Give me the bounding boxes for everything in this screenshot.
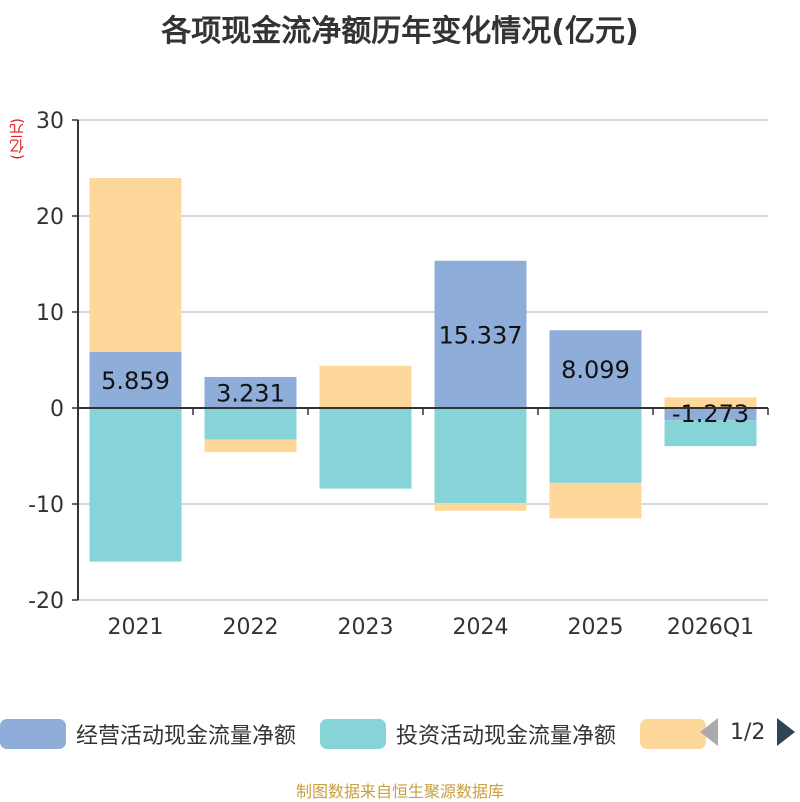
legend-item-operating[interactable]: 经营活动现金流量净额: [0, 716, 296, 752]
legend-pager: 1/2: [700, 718, 796, 746]
y-tick-label: -20: [28, 589, 64, 614]
data-label-2024: 15.337: [439, 321, 523, 349]
y-tick-label: 10: [36, 301, 64, 326]
bar-operating-2021: [89, 351, 182, 408]
legend-prev-page-icon[interactable]: [700, 718, 718, 746]
bar-financing-2022: [204, 439, 297, 453]
data-source-note: 制图数据来自恒生聚源数据库: [295, 782, 504, 801]
y-tick-label: 0: [50, 397, 64, 422]
x-tick-label: 2025: [568, 615, 624, 640]
bar-investing-2026Q1: [664, 420, 757, 447]
legend: 经营活动现金流量净额 投资活动现金流量净额: [0, 716, 800, 756]
bar-investing-2022: [204, 408, 297, 440]
x-tick-label: 2024: [453, 615, 509, 640]
bar-investing-2024: [434, 408, 527, 504]
legend-swatch-investing: [320, 719, 386, 749]
x-tick-label: 2026Q1: [667, 615, 754, 640]
bar-operating-2024: [434, 260, 527, 408]
legend-label-investing: 投资活动现金流量净额: [396, 724, 617, 749]
bar-financing-2026Q1: [664, 397, 757, 408]
data-label-2025: 8.099: [561, 356, 630, 384]
data-label-2022: 3.231: [216, 379, 285, 407]
bar-financing-2024: [434, 503, 527, 511]
bar-operating-2022: [204, 376, 297, 408]
bar-investing-2021: [89, 408, 182, 562]
x-tick-label: 2023: [338, 615, 394, 640]
y-tick-label: -10: [28, 493, 64, 518]
bar-investing-2025: [549, 408, 642, 483]
legend-next-page-icon[interactable]: [777, 718, 796, 746]
bar-financing-2025: [549, 482, 642, 519]
legend-page-indicator: 1/2: [730, 719, 766, 745]
y-tick-label: 30: [36, 109, 64, 134]
bar-financing-2023: [319, 365, 412, 408]
bar-operating-2026Q1: [664, 408, 757, 421]
bar-operating-2025: [549, 330, 642, 408]
legend-swatch-operating: [0, 719, 66, 749]
legend-item-investing[interactable]: 投资活动现金流量净额: [320, 716, 616, 752]
legend-swatch-financing: [640, 719, 706, 749]
bar-investing-2023: [319, 408, 412, 489]
legend-label-operating: 经营活动现金流量净额: [76, 724, 297, 749]
bar-chart: 30 20 10 0 -10 -20 5.859 3.231 15.337 8.099 -1.273…: [28, 109, 769, 640]
y-tick-label: 20: [36, 205, 64, 230]
chart-title: 各项现金流净额历年变化情况(亿元): [161, 14, 639, 49]
legend-item-financing[interactable]: [640, 716, 716, 752]
x-tick-label: 2022: [223, 615, 279, 640]
x-tick-label: 2021: [108, 615, 164, 640]
data-label-2021: 5.859: [101, 367, 170, 395]
data-label-2026Q1: -1.273: [672, 400, 749, 428]
bar-financing-2021: [89, 177, 182, 352]
